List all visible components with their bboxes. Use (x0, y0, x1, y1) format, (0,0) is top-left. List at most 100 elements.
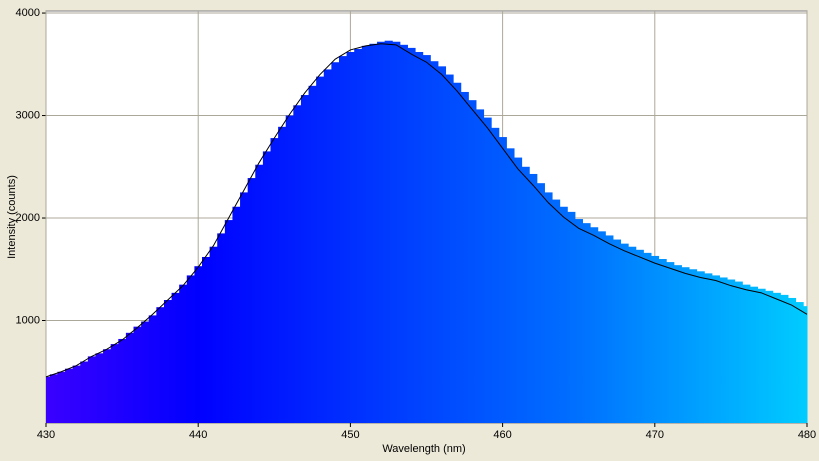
bar (57, 371, 66, 423)
y-axis-label: Intensity (counts) (6, 175, 18, 259)
bar (742, 284, 751, 423)
bar (285, 115, 294, 423)
bar (141, 321, 150, 423)
bar (369, 43, 378, 423)
bar (308, 85, 317, 423)
y-tick-label: 1000 (16, 314, 40, 326)
bar (323, 69, 332, 423)
bar (316, 76, 325, 423)
bar (727, 279, 736, 423)
x-tick-label: 460 (493, 429, 511, 441)
bar (125, 332, 135, 423)
bar (704, 273, 713, 423)
bar (179, 284, 188, 423)
bar (475, 109, 485, 423)
bar (407, 47, 416, 424)
bar (643, 252, 652, 423)
bar (194, 266, 203, 423)
bar (658, 259, 667, 423)
bar (255, 164, 264, 424)
bar (430, 61, 439, 424)
bar (536, 183, 545, 423)
y-tick-label: 4000 (16, 7, 40, 19)
x-axis-label: Wavelength (nm) (382, 443, 465, 455)
bar (635, 249, 644, 423)
bar (491, 127, 500, 424)
bar (300, 95, 310, 424)
bar (422, 55, 431, 424)
bar (415, 51, 424, 423)
bar (346, 51, 355, 423)
bar (163, 300, 173, 423)
bar (156, 307, 165, 423)
bar (293, 105, 302, 423)
bar (612, 239, 622, 423)
bar (506, 148, 515, 424)
bar (666, 262, 675, 423)
bar (734, 281, 743, 423)
bar (597, 231, 606, 423)
bar (103, 349, 112, 423)
x-tick-label: 430 (37, 429, 55, 441)
bar (803, 306, 808, 423)
bar (278, 126, 287, 423)
x-tick-label: 440 (189, 429, 207, 441)
bar (354, 48, 363, 423)
bar (673, 265, 682, 423)
bar (689, 269, 698, 423)
bar (133, 326, 142, 423)
bar (270, 138, 279, 423)
bar (95, 353, 104, 423)
bar (544, 192, 553, 423)
bar (118, 338, 127, 423)
bar (567, 211, 576, 423)
bar (445, 74, 454, 423)
bar (110, 344, 119, 423)
bar (711, 275, 720, 423)
bar (384, 40, 393, 423)
bar (483, 117, 492, 423)
bar (765, 290, 774, 423)
bar (247, 178, 256, 423)
bar (399, 44, 408, 424)
bar (552, 199, 561, 423)
y-tick-label: 2000 (16, 212, 40, 224)
x-tick-label: 470 (646, 429, 664, 441)
bar (171, 292, 180, 423)
bar (749, 286, 759, 423)
bar (719, 277, 728, 423)
bar (224, 220, 233, 423)
y-tick-label: 3000 (16, 109, 40, 121)
bar (605, 235, 614, 423)
bar (377, 41, 386, 423)
bar (514, 157, 523, 423)
bar (202, 256, 211, 423)
bar (529, 173, 538, 423)
bar (262, 151, 271, 423)
spectrum-line (45, 43, 808, 378)
bar (696, 271, 705, 423)
bar (559, 206, 568, 423)
bar (49, 374, 58, 423)
bar (232, 206, 241, 423)
bar (87, 356, 96, 423)
bar (780, 294, 789, 423)
bar (628, 246, 637, 423)
x-tick-label: 480 (798, 429, 816, 441)
bar (437, 66, 447, 423)
bar (361, 45, 370, 424)
bar (772, 292, 781, 423)
x-tick-label: 450 (341, 429, 359, 441)
bar (148, 315, 157, 423)
bar (72, 365, 81, 423)
bar (498, 137, 507, 424)
bar (574, 219, 584, 423)
bar (468, 100, 477, 423)
bar (590, 227, 599, 423)
bar (460, 91, 469, 423)
bar (795, 302, 804, 423)
bar (650, 255, 660, 423)
bar (681, 267, 690, 423)
bar (46, 376, 51, 423)
